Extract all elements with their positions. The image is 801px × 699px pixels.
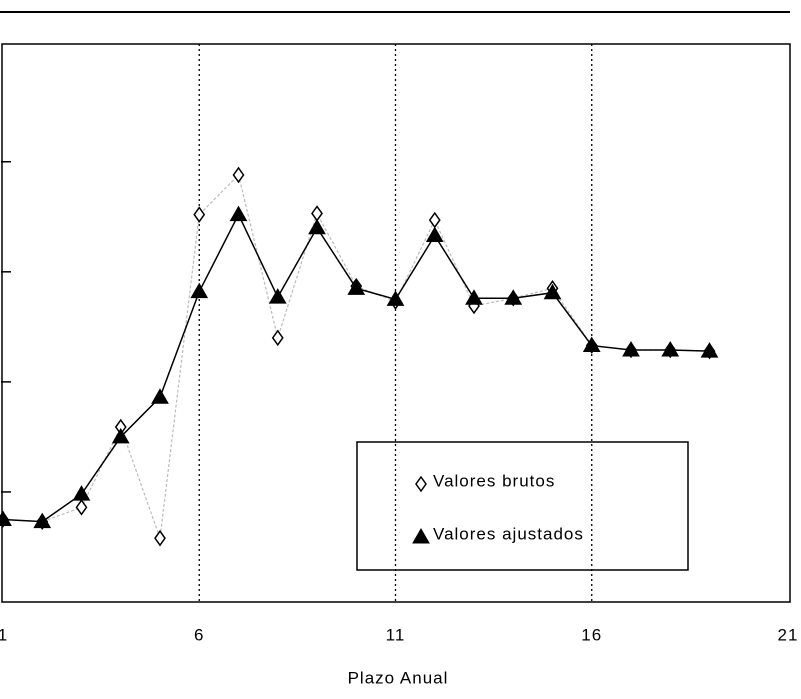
diamond-marker	[232, 166, 245, 184]
triangle-marker	[582, 336, 601, 353]
diamond-marker	[154, 529, 166, 547]
legend-marker	[415, 475, 427, 493]
x-tick-label: 6	[194, 625, 204, 644]
diamond-marker	[428, 211, 441, 229]
triangle-marker	[268, 288, 287, 304]
triangle-marker	[190, 282, 209, 299]
triangle-marker	[622, 340, 640, 357]
triangle-marker	[465, 289, 483, 305]
triangle-marker	[386, 290, 405, 306]
triangle-marker	[0, 510, 12, 526]
triangle-marker	[229, 205, 248, 222]
x-tick-label: 11	[386, 625, 406, 644]
triangle-marker	[308, 218, 326, 235]
x-tick-label: 16	[581, 625, 602, 644]
legend-box	[356, 441, 689, 571]
triangle-marker	[72, 485, 91, 501]
triangle-marker	[33, 512, 52, 529]
legend: Valores brutos Valores ajustados	[356, 441, 689, 571]
triangle-marker	[425, 226, 444, 243]
triangle-marker	[111, 427, 130, 444]
diamond-marker	[75, 499, 88, 516]
triangle-marker	[504, 289, 523, 305]
triangle-marker	[661, 340, 680, 357]
x-axis-label: Plazo Anual	[348, 668, 449, 687]
x-tick-label: 21	[778, 625, 799, 644]
x-tick-label: 1	[0, 625, 8, 644]
diamond-marker	[311, 205, 323, 222]
legend-marker	[412, 527, 430, 544]
triangle-marker	[700, 342, 719, 358]
legend-label: Valores brutos	[433, 471, 555, 490]
diamond-marker	[271, 329, 284, 347]
triangle-marker	[151, 388, 169, 404]
diamond-marker	[193, 206, 206, 223]
triangle-marker	[543, 283, 562, 300]
triangle-marker	[347, 279, 366, 295]
legend-label: Valores ajustados	[433, 524, 584, 543]
